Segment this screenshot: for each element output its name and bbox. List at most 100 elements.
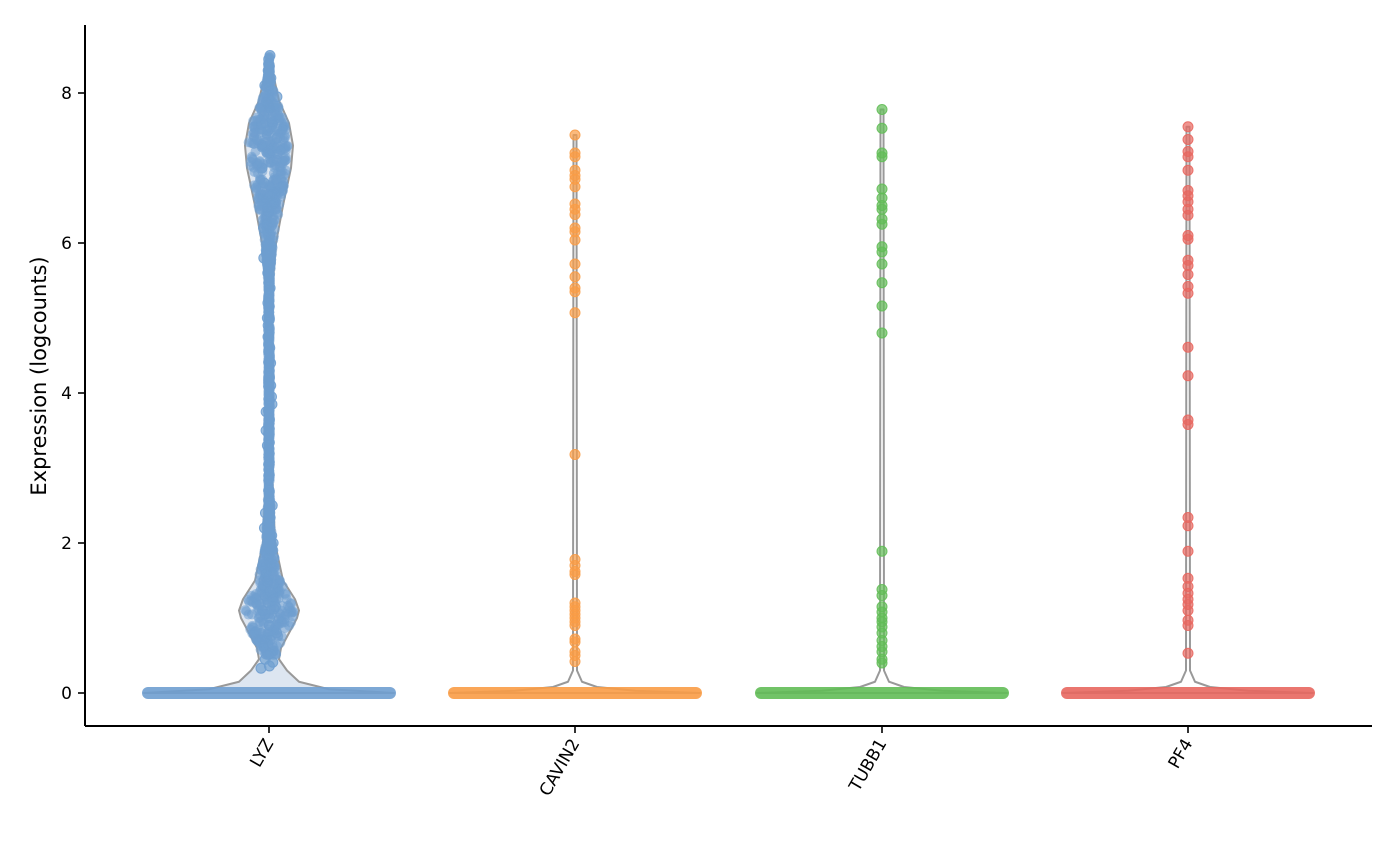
point-lyz-cloud <box>255 114 266 125</box>
point-lyz-cloud <box>273 631 284 642</box>
point-cavin2 <box>569 282 581 294</box>
point-tubb1 <box>876 122 888 134</box>
points-layer <box>142 50 1315 699</box>
point-cavin2 <box>569 597 581 609</box>
x-tick-label: CAVIN2 <box>536 736 585 800</box>
y-tick-label: 6 <box>61 234 72 254</box>
point-lyz-cloud <box>272 575 283 586</box>
point-lyz-cloud <box>273 582 284 593</box>
point-pf4 <box>1182 414 1194 426</box>
point-pf4 <box>1182 370 1194 382</box>
point-lyz-cloud <box>262 537 273 548</box>
zero-points-lyz <box>142 687 396 699</box>
y-tick-label: 0 <box>61 684 72 704</box>
point-lyz-cloud <box>269 559 280 570</box>
point-lyz-cloud <box>275 169 286 180</box>
x-tick-label: LYZ <box>246 736 278 771</box>
point-tubb1 <box>876 300 888 312</box>
point-lyz-cloud <box>263 58 274 69</box>
point-tubb1 <box>876 601 888 613</box>
point-lyz-cloud <box>263 381 274 392</box>
point-cavin2 <box>569 147 581 159</box>
y-axis-title: Expression (logcounts) <box>27 256 51 495</box>
point-tubb1 <box>876 241 888 253</box>
point-pf4 <box>1182 164 1194 176</box>
point-cavin2 <box>569 271 581 283</box>
point-cavin2 <box>569 449 581 460</box>
point-lyz-cloud <box>264 574 275 585</box>
point-cavin2 <box>569 129 581 141</box>
x-ticks: LYZ CAVIN2 TUBB1 PF4 <box>246 726 1197 800</box>
point-lyz-cloud <box>261 560 272 571</box>
point-lyz-cloud <box>262 76 273 87</box>
point-lyz-cloud <box>248 597 259 608</box>
point-lyz-cloud <box>253 168 264 179</box>
point-lyz-cloud <box>263 277 274 288</box>
x-tick-label: PF4 <box>1165 736 1198 773</box>
point-cavin2 <box>569 554 581 565</box>
point-lyz-cloud <box>264 487 275 498</box>
point-lyz-cloud <box>264 181 275 192</box>
point-tubb1 <box>876 258 888 270</box>
point-lyz-cloud <box>265 604 276 615</box>
point-lyz-cloud <box>255 609 266 620</box>
point-lyz-cloud <box>280 155 291 166</box>
point-lyz-cloud <box>264 474 275 485</box>
point-lyz-cloud <box>271 123 282 134</box>
point-lyz-cloud <box>258 228 269 239</box>
point-pf4 <box>1182 146 1194 157</box>
point-pf4 <box>1182 185 1194 196</box>
zero-points-tubb1 <box>755 687 1009 699</box>
point-pf4 <box>1182 545 1194 557</box>
point-lyz-cloud <box>263 330 274 341</box>
point-tubb1 <box>876 277 888 289</box>
point-pf4 <box>1182 512 1194 523</box>
point-lyz-cloud <box>263 310 274 321</box>
point-lyz-cloud <box>273 607 284 618</box>
point-lyz-cloud <box>260 136 271 147</box>
point-cavin2 <box>569 222 581 234</box>
zero-points-cavin2 <box>448 687 702 699</box>
y-tick-label: 4 <box>61 384 72 404</box>
point-lyz-cloud <box>263 389 274 400</box>
point-cavin2 <box>569 646 581 658</box>
point-lyz-cloud <box>265 157 276 168</box>
point-lyz-cloud <box>247 153 258 164</box>
zero-points-pf4 <box>1061 687 1315 699</box>
point-cavin2 <box>569 258 581 270</box>
point-lyz-cloud <box>263 266 274 277</box>
point-lyz-cloud <box>276 182 287 193</box>
point-lyz-cloud <box>272 143 283 154</box>
x-tick-label: TUBB1 <box>845 736 891 796</box>
point-pf4 <box>1182 281 1194 292</box>
point-lyz-cloud <box>255 103 266 114</box>
point-pf4 <box>1182 121 1194 133</box>
point-lyz-cloud <box>263 368 274 379</box>
point-pf4 <box>1182 614 1194 626</box>
point-lyz-cloud <box>268 235 279 246</box>
point-lyz-cloud <box>254 157 265 168</box>
point-pf4 <box>1182 134 1194 145</box>
point-lyz-cloud <box>262 219 273 230</box>
point-lyz-cloud <box>263 285 274 296</box>
y-ticks: 0 2 4 6 8 <box>61 84 85 704</box>
point-tubb1 <box>876 147 888 159</box>
point-lyz-cloud <box>262 148 273 159</box>
point-lyz-cloud <box>262 189 273 200</box>
point-lyz-cloud <box>263 494 274 505</box>
axes <box>84 25 1372 727</box>
y-tick-label: 8 <box>61 84 72 104</box>
point-lyz-cloud <box>264 348 275 359</box>
point-tubb1 <box>876 327 888 339</box>
point-tubb1 <box>876 104 888 115</box>
point-lyz-cloud <box>266 113 277 124</box>
point-lyz-cloud <box>263 465 274 476</box>
point-tubb1 <box>876 584 888 595</box>
point-lyz-cloud <box>264 429 275 440</box>
point-lyz-cloud <box>264 356 275 367</box>
point-lyz-cloud <box>265 522 276 533</box>
point-pf4 <box>1182 254 1194 266</box>
point-lyz-cloud <box>271 641 282 652</box>
point-pf4 <box>1182 647 1194 659</box>
